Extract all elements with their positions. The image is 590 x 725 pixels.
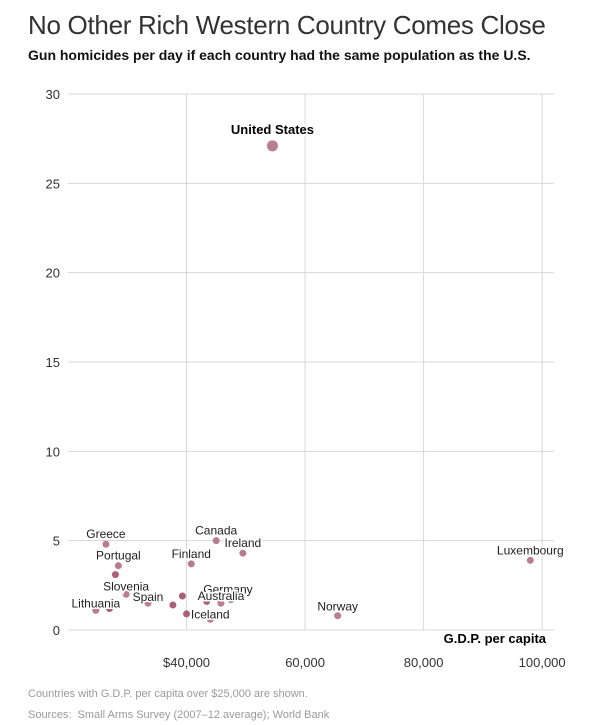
y-tick-label: 10 <box>46 444 60 459</box>
data-point-norway <box>334 612 342 620</box>
scatter-chart: 0 5 10 15 20 25 30 $40,000 60,000 80,000 100,000 G.… <box>46 87 566 670</box>
point-label-united-states: United States <box>231 122 314 137</box>
data-point-slovenia <box>122 590 130 598</box>
data-point-luxembourg <box>526 556 534 564</box>
point-label-spain: Spain <box>133 590 164 604</box>
y-tick-label: 25 <box>46 176 60 191</box>
chart-title: No Other Rich Western Country Comes Clos… <box>28 10 546 40</box>
x-tick-label: 100,000 <box>519 655 566 670</box>
point-label-germany: Germany <box>203 583 252 597</box>
point-label-canada: Canada <box>195 524 237 538</box>
data-point-australia <box>217 599 225 607</box>
point-label-slovenia: Slovenia <box>103 579 149 593</box>
sources-text: Small Arms Survey (2007–12 average); Wor… <box>77 709 330 721</box>
y-tick-label: 30 <box>46 87 60 102</box>
y-tick-label: 15 <box>46 355 60 370</box>
point-label-ireland: Ireland <box>224 536 261 550</box>
point-label-lithuania: Lithuania <box>71 596 120 610</box>
y-tick-label: 0 <box>53 623 60 638</box>
footnote-note: Countries with G.D.P. per capita over $2… <box>28 688 308 700</box>
data-point-portugal <box>114 562 122 570</box>
point-label-finland: Finland <box>172 547 211 561</box>
point-label-luxembourg: Luxembourg <box>497 543 564 557</box>
data-point-ireland <box>239 549 247 557</box>
point-label-iceland: Iceland <box>191 607 230 621</box>
data-point <box>105 605 113 613</box>
point-label-portugal: Portugal <box>96 549 141 563</box>
data-point-lithuania <box>92 606 100 614</box>
x-tick-label: 80,000 <box>404 655 444 670</box>
sources-label: Sources: <box>28 709 72 721</box>
point-label-greece: Greece <box>86 527 126 541</box>
data-point <box>178 592 186 600</box>
x-axis-title: G.D.P. per capita <box>444 631 547 646</box>
data-point-germany <box>227 596 235 604</box>
x-tick-label: 60,000 <box>285 655 325 670</box>
point-label-australia: Australia <box>198 589 245 603</box>
point-label-norway: Norway <box>317 600 358 614</box>
data-point-finland <box>187 560 195 568</box>
data-point-iceland <box>206 615 214 623</box>
data-point-greece <box>102 540 110 548</box>
x-tick-label: $40,000 <box>163 655 210 670</box>
data-point-canada <box>212 537 220 545</box>
data-point <box>111 571 119 579</box>
data-point <box>183 610 191 618</box>
y-tick-label: 20 <box>46 266 60 281</box>
footnote-sources: Sources: Small Arms Survey (2007–12 aver… <box>28 709 329 721</box>
chart-subtitle: Gun homicides per day if each country ha… <box>28 47 531 63</box>
data-point <box>169 601 177 609</box>
data-point-spain <box>144 599 152 607</box>
y-tick-label: 5 <box>53 534 60 549</box>
data-point-united-states <box>266 140 278 152</box>
data-point <box>203 597 211 605</box>
